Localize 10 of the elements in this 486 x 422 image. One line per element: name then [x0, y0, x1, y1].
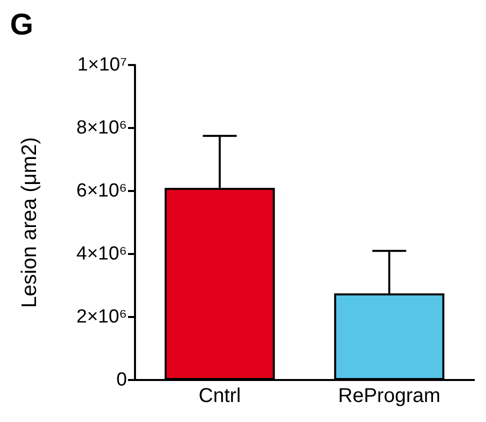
y-tick-label: 8×10⁶	[76, 118, 127, 138]
x-tick-label: ReProgram	[338, 385, 440, 407]
y-tick-label: 0	[116, 370, 127, 390]
x-tick-label: Cntrl	[198, 385, 241, 407]
text: G	[10, 8, 34, 42]
y-tick-label: 1×10⁷	[77, 54, 128, 76]
y-tick-label: 6×10⁶	[76, 180, 127, 202]
y-tick-label: 2×10⁶	[76, 306, 127, 328]
y-axis-title: Lesion area (μm2)	[18, 137, 41, 308]
y-tick-label: 4×10⁶	[76, 244, 127, 264]
